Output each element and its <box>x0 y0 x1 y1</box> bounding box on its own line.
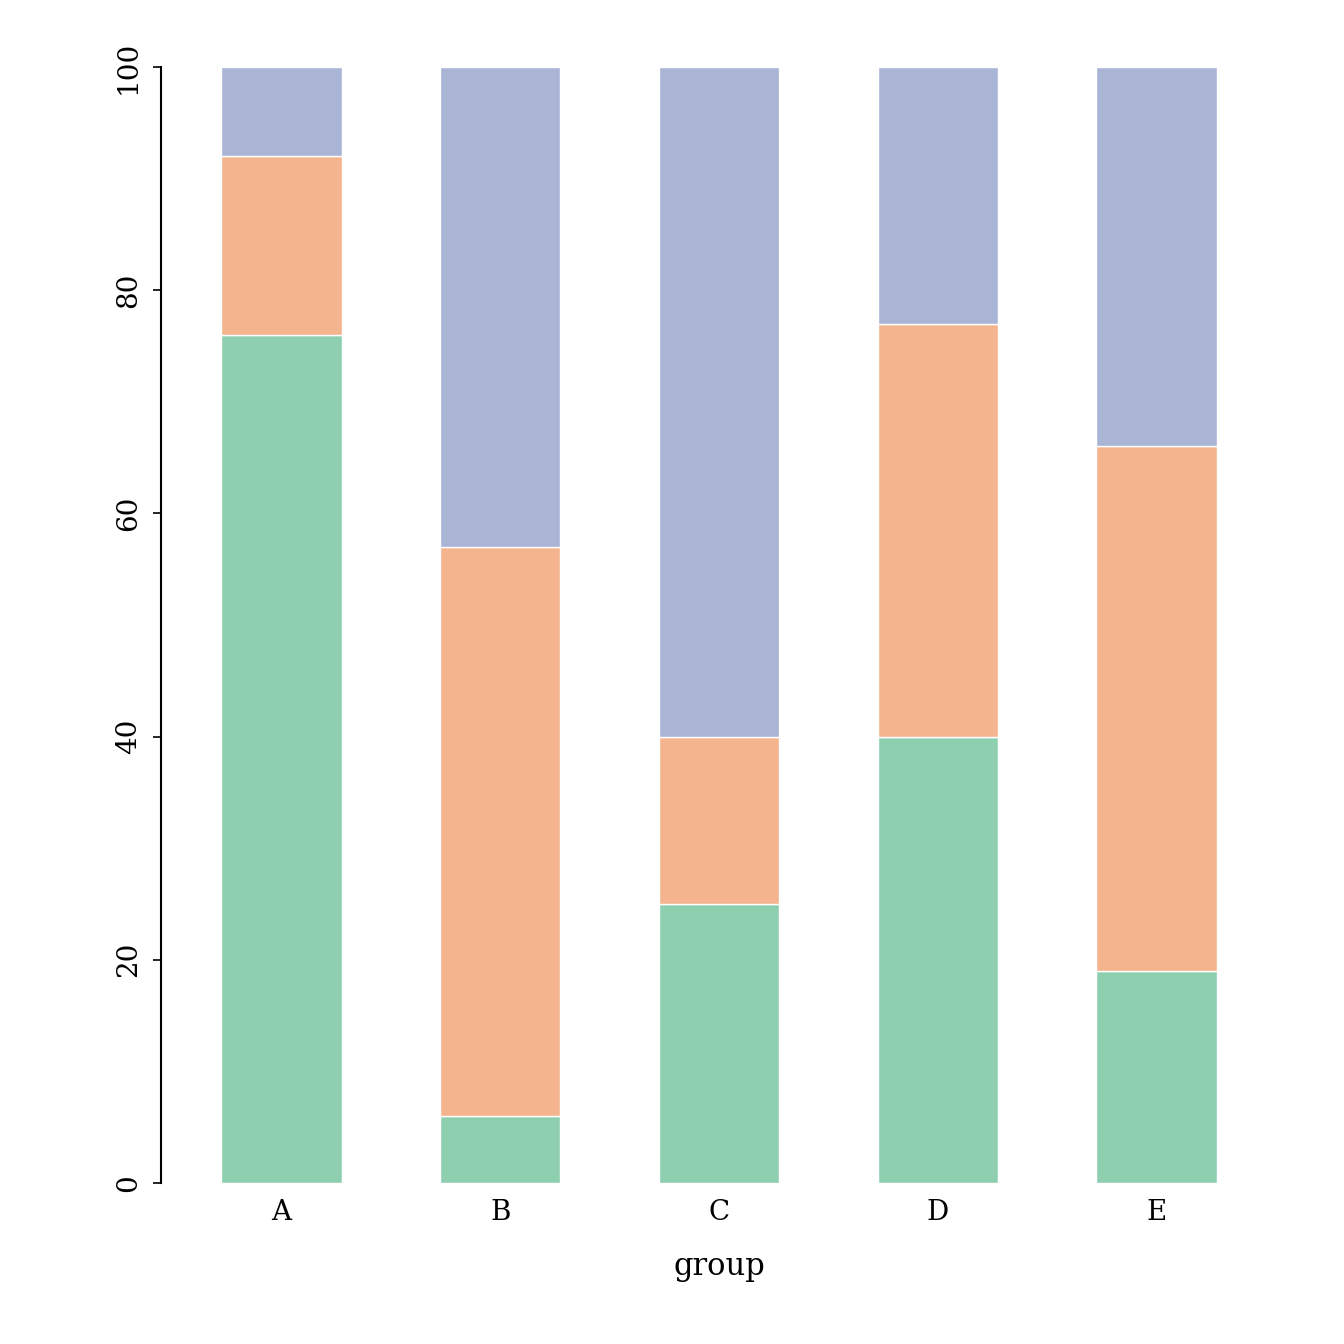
Bar <box>441 67 560 547</box>
Bar <box>659 737 780 905</box>
Bar <box>222 335 341 1183</box>
Bar <box>878 737 997 1183</box>
Bar <box>1097 970 1216 1183</box>
X-axis label: group: group <box>673 1251 765 1282</box>
Bar <box>659 67 780 737</box>
Bar <box>441 547 560 1116</box>
Bar <box>222 67 341 156</box>
Bar <box>1097 446 1216 970</box>
Bar <box>1097 67 1216 446</box>
Bar <box>659 905 780 1183</box>
Bar <box>878 67 997 324</box>
Bar <box>222 156 341 335</box>
Bar <box>878 324 997 737</box>
Bar <box>441 1116 560 1183</box>
